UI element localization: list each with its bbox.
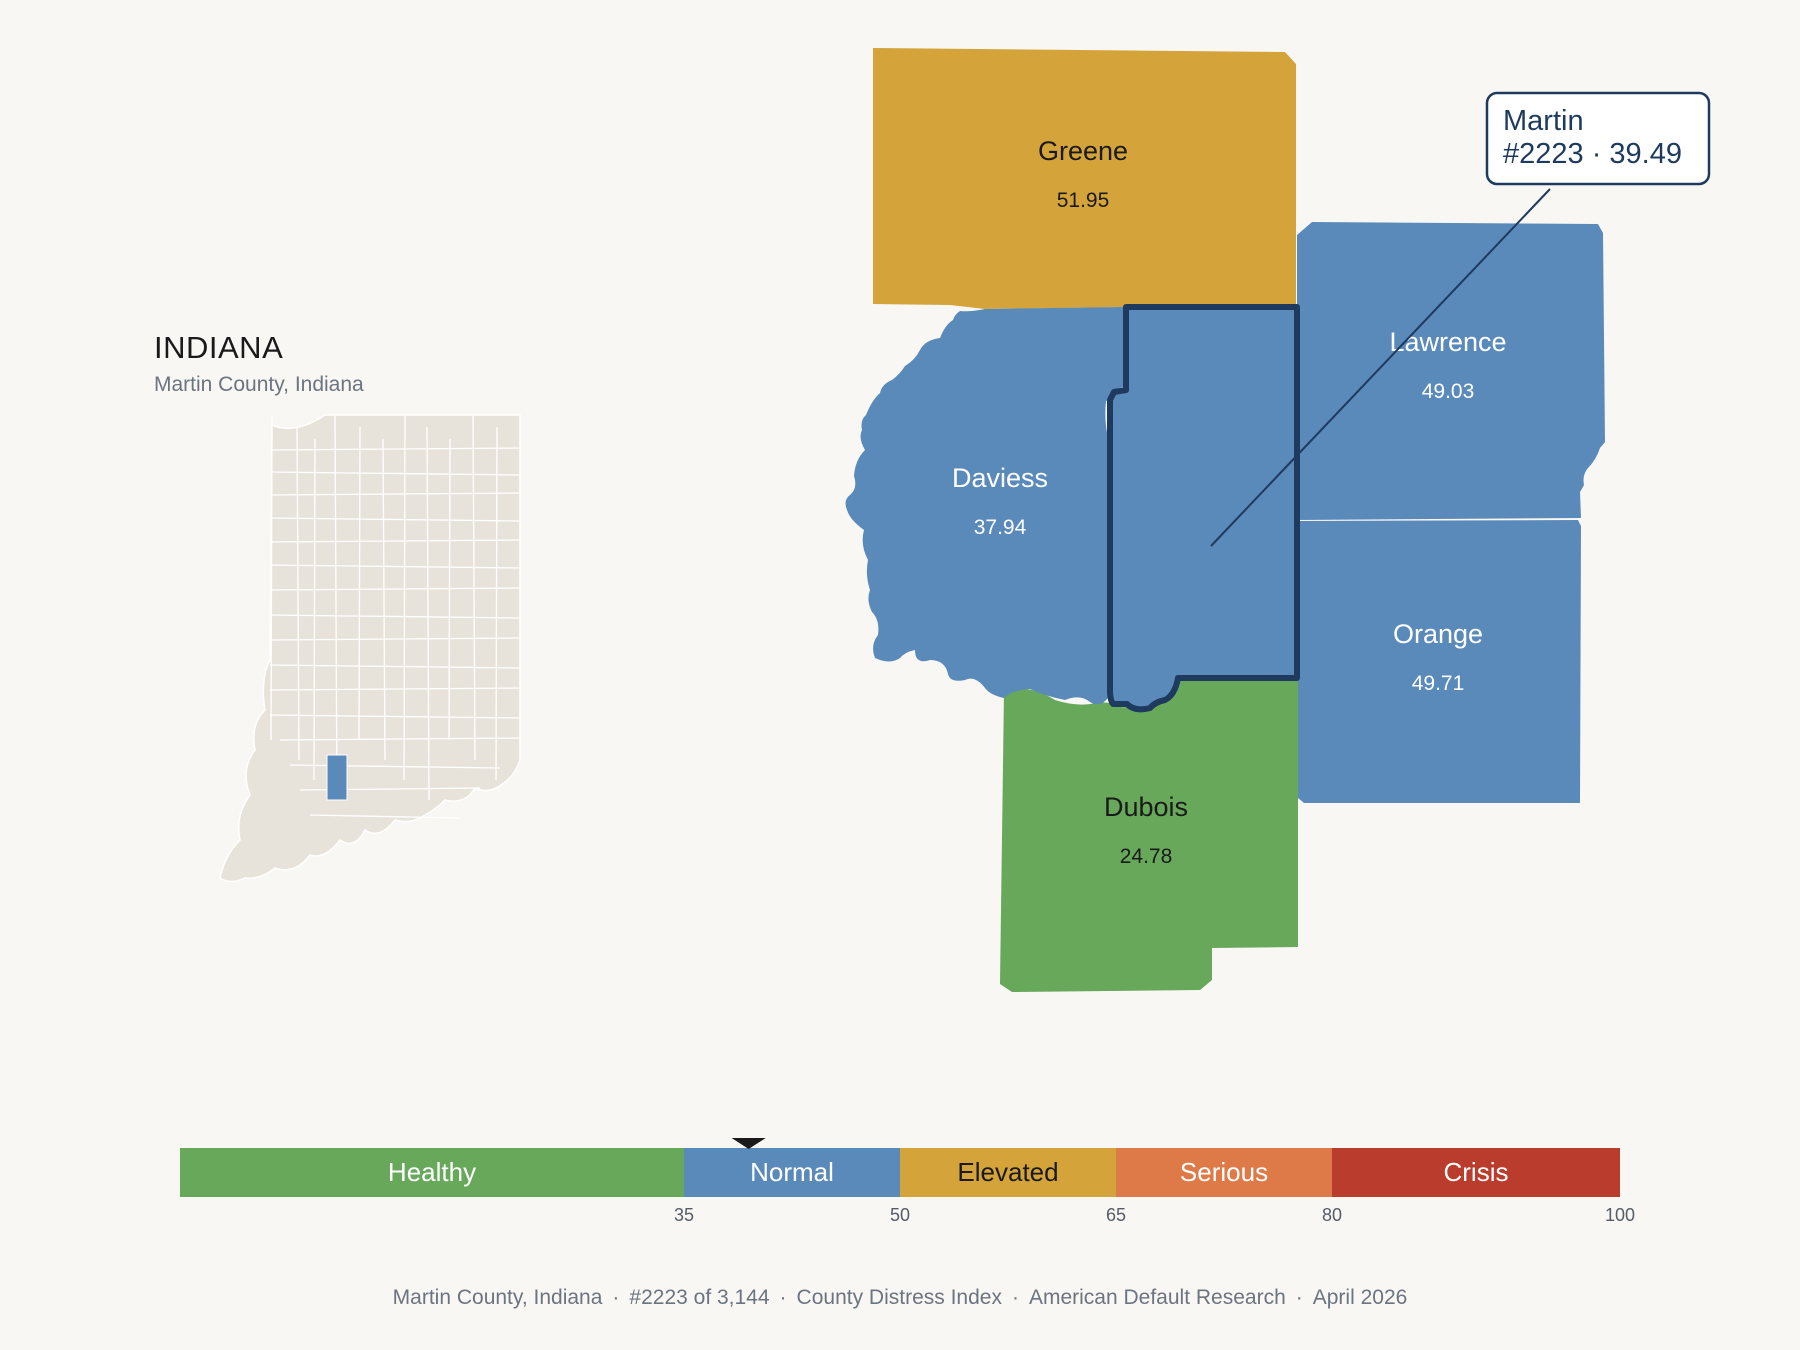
scale-tick-label: 65: [1106, 1205, 1126, 1225]
inset-county-border: [269, 664, 521, 669]
inset-county-border: [269, 471, 521, 476]
inset-county-border: [269, 637, 521, 641]
scale-label-normal: Normal: [750, 1157, 834, 1187]
callout-leader-line: [1210, 188, 1551, 547]
county-value-orange: 49.71: [1412, 672, 1465, 695]
inset-county-border: [269, 587, 521, 591]
footer-item: #2223 of 3,144: [629, 1286, 770, 1309]
county-label-greene: Greene: [1038, 136, 1128, 166]
county-value-lawrence: 49.03: [1422, 380, 1475, 403]
county-lawrence[interactable]: [1297, 222, 1605, 520]
inset-county-border: [269, 539, 521, 543]
scale-segment-elevated: [900, 1148, 1116, 1197]
scale-tick-label: 100: [1605, 1205, 1635, 1225]
inset-county-border: [270, 414, 273, 741]
footer-item: American Default Research: [1028, 1286, 1286, 1309]
inset-county-border: [269, 614, 521, 619]
callout-rank-value: #2223 · 39.49: [1503, 138, 1682, 170]
county-value-greene: 51.95: [1057, 189, 1110, 212]
state-subtitle: Martin County, Indiana: [154, 373, 364, 396]
inset-county-border: [296, 426, 300, 761]
inset-county-border: [382, 438, 386, 761]
inset-county-border: [426, 426, 430, 801]
county-value-daviess: 37.94: [974, 516, 1027, 539]
inset-county-border: [472, 414, 476, 761]
footer: Martin County, Indiana · #2223 of 3,144 · Co…: [0, 1286, 1800, 1310]
callout-box: [1485, 91, 1711, 186]
inset-county-border: [495, 426, 498, 781]
county-value-dubois: 24.78: [1120, 845, 1173, 868]
distress-scale: Healthy Normal Elevated Serious Crisis 35 50 65…: [180, 1138, 1635, 1225]
footer-separator: ·: [779, 1286, 787, 1309]
footer-separator: ·: [612, 1286, 620, 1309]
inset-county-border: [309, 814, 461, 819]
county-dubois[interactable]: [1000, 678, 1298, 992]
county-label-dubois: Dubois: [1104, 792, 1188, 822]
inset-county-border: [269, 687, 521, 691]
county-label-daviess: Daviess: [952, 463, 1048, 493]
state-inset-map: [219, 414, 521, 883]
footer-item: Martin County, Indiana: [392, 1286, 603, 1309]
scale-label-serious: Serious: [1180, 1157, 1268, 1187]
county-greene[interactable]: [873, 48, 1296, 309]
scale-segment-serious: [1116, 1148, 1332, 1197]
scale-segment-normal: [684, 1148, 900, 1197]
footer-separator: ·: [1011, 1286, 1019, 1309]
county-orange[interactable]: [1297, 520, 1581, 803]
scale-tick-label: 50: [890, 1205, 910, 1225]
inset-county-border: [269, 564, 521, 569]
inset-county-border: [269, 492, 521, 496]
callout-title: Martin: [1503, 105, 1584, 137]
scale-tick-label: 35: [674, 1205, 694, 1225]
scale-label-elevated: Elevated: [957, 1157, 1058, 1187]
inset-highlight-martin: [326, 754, 348, 801]
county-label-lawrence: Lawrence: [1389, 327, 1506, 357]
footer-item: April 2026: [1312, 1286, 1408, 1309]
inset-county-border: [448, 438, 451, 741]
inset-county-border: [279, 737, 521, 741]
inset-county-border: [313, 438, 316, 781]
inset-county-border: [334, 414, 338, 801]
inset-county-border: [358, 426, 361, 741]
inset-county-border: [269, 714, 521, 719]
footer-item: County Distress Index: [796, 1286, 1002, 1309]
state-title: INDIANA: [154, 330, 284, 365]
scale-label-healthy: Healthy: [388, 1157, 476, 1187]
inset-county-border: [289, 764, 501, 769]
scale-segment-crisis: [1332, 1148, 1620, 1197]
scale-marker-icon: [731, 1138, 766, 1149]
county-daviess[interactable]: [845, 307, 1123, 705]
inset-county-border: [269, 447, 521, 451]
footer-separator: ·: [1295, 1286, 1303, 1309]
county-label-orange: Orange: [1393, 619, 1483, 649]
inset-county-border: [269, 517, 521, 522]
inset-county-border: [403, 414, 406, 781]
scale-segment-healthy: [180, 1148, 684, 1197]
county-martin[interactable]: [1107, 304, 1300, 713]
scale-label-crisis: Crisis: [1444, 1157, 1509, 1187]
scale-tick-label: 80: [1322, 1205, 1342, 1225]
